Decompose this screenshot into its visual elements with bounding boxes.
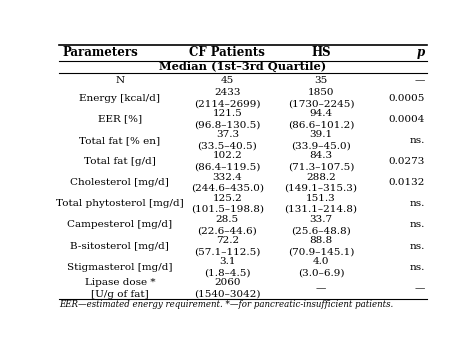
Text: 1850
(1730–2245): 1850 (1730–2245) xyxy=(288,88,354,108)
Text: 94.4
(86.6–101.2): 94.4 (86.6–101.2) xyxy=(288,109,354,129)
Text: 39.1
(33.9–45.0): 39.1 (33.9–45.0) xyxy=(291,130,351,150)
Text: 121.5
(96.8–130.5): 121.5 (96.8–130.5) xyxy=(194,109,261,129)
Text: N: N xyxy=(115,76,125,85)
Text: 332.4
(244.6–435.0): 332.4 (244.6–435.0) xyxy=(191,172,264,193)
Text: ns.: ns. xyxy=(410,241,425,251)
Text: 3.1
(1.8–4.5): 3.1 (1.8–4.5) xyxy=(204,257,251,277)
Text: Total fat [g/d]: Total fat [g/d] xyxy=(84,157,156,166)
Text: 33.7
(25.6–48.8): 33.7 (25.6–48.8) xyxy=(291,215,351,235)
Text: HS: HS xyxy=(311,46,331,59)
Text: ns.: ns. xyxy=(410,199,425,208)
Text: Stigmasterol [mg/d]: Stigmasterol [mg/d] xyxy=(67,263,173,272)
Text: 151.3
(131.1–214.8): 151.3 (131.1–214.8) xyxy=(284,194,357,214)
Text: 37.3
(33.5–40.5): 37.3 (33.5–40.5) xyxy=(198,130,257,150)
Text: Cholesterol [mg/d]: Cholesterol [mg/d] xyxy=(71,178,169,187)
Text: 0.0005: 0.0005 xyxy=(389,94,425,102)
Text: —: — xyxy=(415,76,425,85)
Text: p: p xyxy=(417,46,425,59)
Text: 28.5
(22.6–44.6): 28.5 (22.6–44.6) xyxy=(198,215,257,235)
Text: 0.0273: 0.0273 xyxy=(389,157,425,166)
Text: ns.: ns. xyxy=(410,136,425,145)
Text: 35: 35 xyxy=(314,76,328,85)
Text: ns.: ns. xyxy=(410,263,425,272)
Text: ns.: ns. xyxy=(410,220,425,230)
Text: 288.2
(149.1–315.3): 288.2 (149.1–315.3) xyxy=(284,172,357,193)
Text: 2433
(2114–2699): 2433 (2114–2699) xyxy=(194,88,261,108)
Text: EER—estimated energy requirement. *—for pancreatic-insufficient patients.: EER—estimated energy requirement. *—for … xyxy=(59,300,393,309)
Text: 84.3
(71.3–107.5): 84.3 (71.3–107.5) xyxy=(288,151,354,171)
Text: Campesterol [mg/d]: Campesterol [mg/d] xyxy=(67,220,173,230)
Text: CF Patients: CF Patients xyxy=(190,46,265,59)
Text: Parameters: Parameters xyxy=(62,46,138,59)
Text: 88.8
(70.9–145.1): 88.8 (70.9–145.1) xyxy=(288,236,354,256)
Text: Energy [kcal/d]: Energy [kcal/d] xyxy=(79,94,160,102)
Text: Total fat [% en]: Total fat [% en] xyxy=(79,136,160,145)
Text: 0.0004: 0.0004 xyxy=(389,115,425,124)
Text: 125.2
(101.5–198.8): 125.2 (101.5–198.8) xyxy=(191,194,264,214)
Text: 45: 45 xyxy=(221,76,234,85)
Text: EER [%]: EER [%] xyxy=(98,115,142,124)
Text: 4.0
(3.0–6.9): 4.0 (3.0–6.9) xyxy=(298,257,344,277)
Text: Median (1st–3rd Quartile): Median (1st–3rd Quartile) xyxy=(159,61,327,73)
Text: Lipase dose *
[U/g of fat]: Lipase dose * [U/g of fat] xyxy=(85,278,155,298)
Text: Total phytosterol [mg/d]: Total phytosterol [mg/d] xyxy=(56,199,184,208)
Text: B-sitosterol [mg/d]: B-sitosterol [mg/d] xyxy=(71,241,169,251)
Text: —: — xyxy=(415,284,425,293)
Text: 102.2
(86.4–119.5): 102.2 (86.4–119.5) xyxy=(194,151,261,171)
Text: —: — xyxy=(316,284,326,293)
Text: 2060
(1540–3042): 2060 (1540–3042) xyxy=(194,278,261,298)
Text: 72.2
(57.1–112.5): 72.2 (57.1–112.5) xyxy=(194,236,261,256)
Text: 0.0132: 0.0132 xyxy=(389,178,425,187)
